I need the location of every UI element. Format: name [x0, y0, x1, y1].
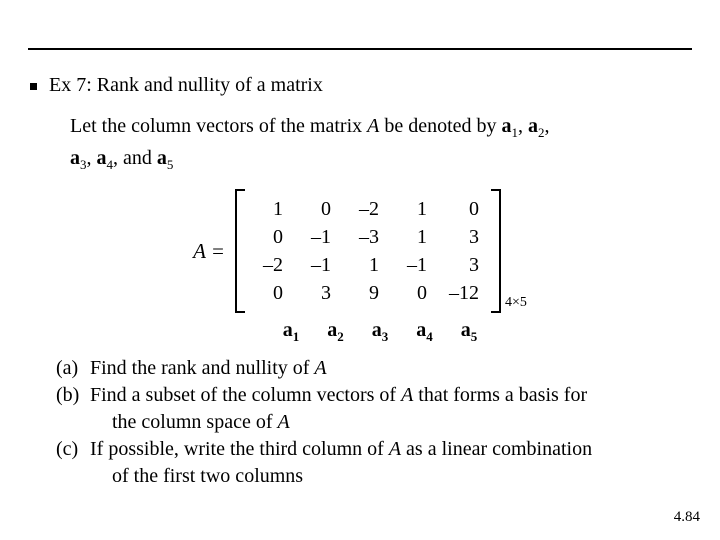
- col-label-a1-a: a: [283, 319, 293, 341]
- task-a-body: Find the rank and nullity of A: [90, 355, 690, 382]
- matrix-cell: –12: [449, 282, 479, 305]
- col-label-a5: a5: [461, 319, 478, 345]
- task-b-line2: the column space of A: [112, 409, 690, 436]
- task-c-tag: (c): [56, 436, 90, 490]
- col-label-a4: a4: [416, 319, 433, 345]
- bracket-left-icon: [235, 189, 245, 313]
- vec-a4: a: [97, 147, 107, 169]
- col-label-a4-a: a: [416, 319, 426, 341]
- col-label-a3-s: 3: [382, 329, 389, 344]
- task-c-text3: of the first two columns: [112, 465, 303, 487]
- intro-paragraph: Let the column vectors of the matrix A b…: [70, 111, 690, 175]
- intro-text: be denoted by: [379, 115, 501, 137]
- task-b-A: A: [401, 384, 413, 406]
- matrix-block: A = 10–200–1–13–2–31911–10033–12 4×5: [30, 189, 690, 313]
- task-b-body: Find a subset of the column vectors of A…: [90, 382, 690, 436]
- page-number: 4.84: [674, 509, 700, 526]
- task-b-tag: (b): [56, 382, 90, 436]
- matrix-cell: 1: [401, 226, 427, 249]
- task-b-text3: the column space of: [112, 411, 278, 433]
- col-label-a5-s: 5: [471, 329, 478, 344]
- matrix-cell: –1: [305, 226, 331, 249]
- matrix-cell: –3: [353, 226, 379, 249]
- vec-a1: a: [502, 115, 512, 137]
- vec-a5: a: [157, 147, 167, 169]
- task-a-A: A: [314, 357, 326, 379]
- matrix-cell: 0: [257, 226, 283, 249]
- task-b-text2: that forms a basis for: [413, 384, 587, 406]
- vec-a3: a: [70, 147, 80, 169]
- matrix-lhs: A =: [193, 239, 225, 264]
- matrix-cell: 0: [257, 282, 283, 305]
- matrix-cell: –2: [353, 198, 379, 221]
- matrix-cell: 1: [401, 198, 427, 221]
- matrix-cells: 10–200–1–13–2–31911–10033–12: [245, 189, 491, 313]
- col-label-a4-s: 4: [426, 329, 433, 344]
- matrix-cell: 3: [449, 226, 479, 249]
- matrix-cell: 1: [353, 254, 379, 277]
- matrix-cell: 0: [401, 282, 427, 305]
- intro-A: A: [367, 115, 379, 137]
- col-label-a2-s: 2: [337, 329, 344, 344]
- task-c-A: A: [389, 438, 401, 460]
- task-c-line2: of the first two columns: [112, 463, 690, 490]
- intro-text: Let the column vectors of the matrix: [70, 115, 367, 137]
- task-c-text1: If possible, write the third column of: [90, 438, 389, 460]
- col-label-a2-a: a: [327, 319, 337, 341]
- col-label-a3-a: a: [372, 319, 382, 341]
- horizontal-rule: [28, 48, 692, 50]
- matrix-dimension: 4×5: [505, 295, 527, 313]
- col-label-a2: a2: [327, 319, 344, 345]
- matrix-cell: 0: [305, 198, 331, 221]
- tasks: (a) Find the rank and nullity of A (b) F…: [56, 355, 690, 490]
- title-row: Ex 7: Rank and nullity of a matrix: [30, 74, 690, 97]
- matrix-cell: 0: [449, 198, 479, 221]
- intro-and: , and: [113, 147, 157, 169]
- task-b: (b) Find a subset of the column vectors …: [56, 382, 690, 436]
- col-label-a3: a3: [372, 319, 389, 345]
- task-c-body: If possible, write the third column of A…: [90, 436, 690, 490]
- task-b-A2: A: [278, 411, 290, 433]
- matrix-body: 10–200–1–13–2–31911–10033–12: [235, 189, 501, 313]
- vec-a2-sub: 2: [538, 125, 545, 140]
- matrix-cell: 9: [353, 282, 379, 305]
- task-b-text1: Find a subset of the column vectors of: [90, 384, 401, 406]
- matrix-cell: –1: [305, 254, 331, 277]
- bracket-right-icon: [491, 189, 501, 313]
- matrix-cell: 3: [449, 254, 479, 277]
- task-c: (c) If possible, write the third column …: [56, 436, 690, 490]
- task-a-text: Find the rank and nullity of: [90, 357, 314, 379]
- example-title: Ex 7: Rank and nullity of a matrix: [49, 74, 323, 97]
- task-c-text2: as a linear combination: [401, 438, 592, 460]
- col-label-a5-a: a: [461, 319, 471, 341]
- vec-a3-sub: 3: [80, 157, 87, 172]
- task-a-tag: (a): [56, 355, 90, 382]
- col-label-a1: a1: [283, 319, 300, 345]
- column-labels: a1 a2 a3 a4 a5: [70, 319, 690, 345]
- matrix-cell: 3: [305, 282, 331, 305]
- vec-a2: a: [528, 115, 538, 137]
- matrix-cell: 1: [257, 198, 283, 221]
- col-label-a1-s: 1: [293, 329, 300, 344]
- bullet-icon: [30, 83, 37, 90]
- matrix-cell: –1: [401, 254, 427, 277]
- vec-a1-sub: 1: [512, 125, 519, 140]
- task-a: (a) Find the rank and nullity of A: [56, 355, 690, 382]
- vec-a5-sub: 5: [167, 157, 174, 172]
- matrix-cell: –2: [257, 254, 283, 277]
